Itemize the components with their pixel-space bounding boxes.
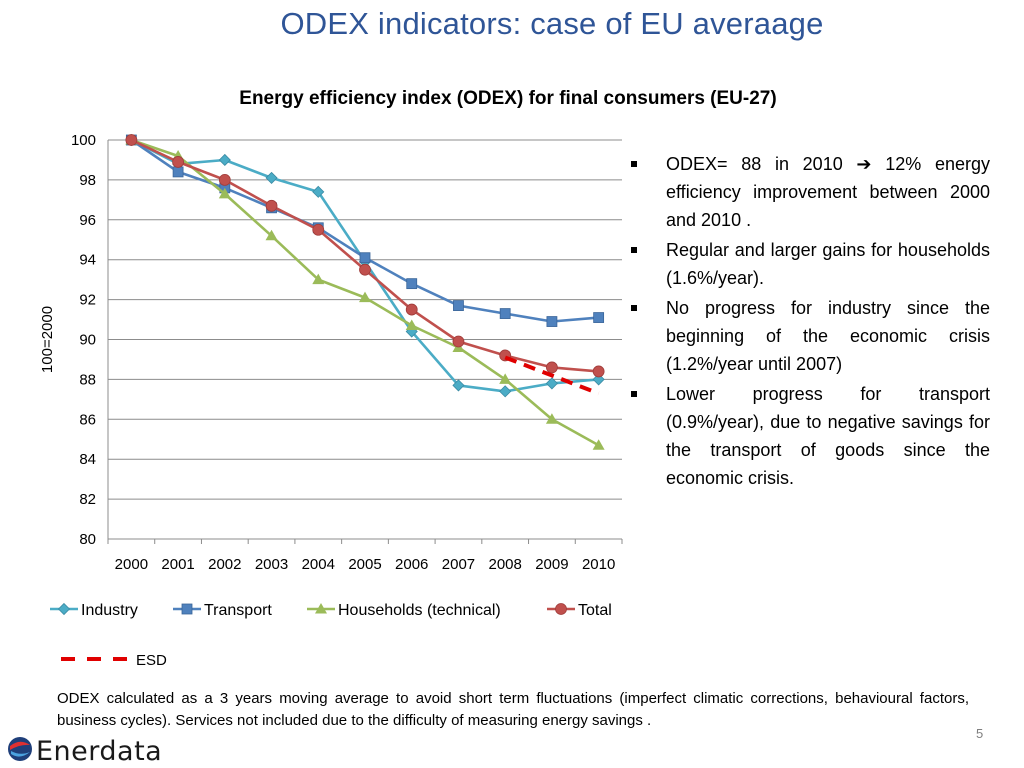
x-tick-label: 2007 [442,556,475,573]
x-tick-label: 2010 [582,556,615,573]
legend-label-esd: ESD [136,652,167,669]
y-tick-label: 92 [79,292,96,309]
y-tick-label: 86 [79,411,96,428]
data-point-total [405,303,418,316]
bullet-industry-text: No progress for industry since the begin… [666,298,990,374]
y-tick-label: 90 [79,332,96,349]
data-point-households-technical [218,187,231,199]
odex-line-chart: 100 98 96 94 92 90 88 86 84 82 80 2000 2001 2002 2003 2… [39,132,623,669]
chart-title: Energy efficiency index (ODEX) for final… [239,88,777,109]
data-point-households-technical [312,273,325,285]
data-point-industry [499,385,512,398]
data-point-households-technical [405,319,418,331]
y-tick-label: 82 [79,491,96,508]
legend-label-transport: Transport [204,602,272,619]
y-tick-label: 84 [79,451,96,468]
right-arrow-icon: ➔ [856,154,872,174]
bullet-square-icon [631,247,637,253]
x-tick-label: 2008 [488,556,521,573]
enerdata-logo-icon [8,737,32,761]
legend-marker-transport [181,603,193,615]
legend-label-total: Total [578,602,612,619]
data-point-industry [452,379,465,392]
bullet-households-text: Regular and larger gains for households … [666,240,990,288]
logo-text: Enerdata [36,736,163,767]
bullet-odex-text-b: 12% energy efficiency improvement betwee… [666,154,990,230]
bullet-square-icon [631,391,637,397]
data-point-total [546,361,558,374]
y-tick-label: 96 [79,212,96,229]
bullet-odex: ODEX= 88 in 2010 ➔ 12% energy efficiency… [628,150,990,234]
bullet-odex-text-a: ODEX= 88 in 2010 [666,154,857,174]
data-point-industry [592,373,605,386]
data-point-transport [172,166,184,178]
bullet-list: ODEX= 88 in 2010 ➔ 12% energy efficiency… [628,150,990,494]
y-tick-label: 88 [79,371,96,388]
data-point-total [592,365,605,378]
bullet-square-icon [631,305,637,311]
data-point-industry [218,153,231,167]
data-point-transport [359,252,371,264]
bullet-transport-text: Lower progress for transport (0.9%/year)… [666,384,990,488]
data-point-households-technical [545,413,558,424]
data-point-transport [406,278,418,290]
data-point-transport [593,312,605,323]
footnote: ODEX calculated as a 3 years moving aver… [57,690,969,729]
data-point-households-technical [592,439,605,450]
x-tick-label: 2002 [208,556,241,573]
x-tick-label: 2009 [535,556,568,573]
y-tick-label: 100 [71,132,96,149]
data-point-total [125,134,138,146]
y-tick-label: 80 [79,531,96,548]
bullet-industry: No progress for industry since the begin… [628,294,990,378]
x-tick-label: 2000 [115,556,148,573]
data-point-transport [453,300,464,311]
data-point-total [312,223,325,236]
data-point-households-technical [499,373,512,384]
data-point-total [172,156,184,168]
data-point-households-technical [359,291,371,303]
legend-label-industry: Industry [81,602,138,619]
data-point-total [218,173,231,186]
x-tick-label: 2003 [255,556,288,573]
data-point-total [359,263,371,276]
y-tick-label: 94 [79,252,96,269]
y-tick-label: 98 [79,172,96,189]
bullet-households: Regular and larger gains for households … [628,236,990,292]
legend-marker-total [555,603,567,615]
legend-marker-industry [57,602,71,616]
data-point-total [265,199,278,212]
data-point-transport [499,308,511,319]
legend-marker-households-technical [315,603,327,614]
data-point-industry [545,377,558,390]
data-point-households-technical [265,229,278,241]
data-point-industry [312,185,325,198]
slide-title: ODEX indicators: case of EU averaage [280,6,824,41]
legend-label-households-technical: Households (technical) [338,602,501,619]
y-axis-label: 100=2000 [39,306,56,373]
bullet-transport: Lower progress for transport (0.9%/year)… [628,380,990,492]
series-line-esd [504,355,600,396]
x-tick-label: 2004 [302,556,335,573]
x-tick-label: 2001 [161,556,194,573]
data-point-transport [546,316,558,327]
x-tick-label: 2006 [395,556,428,573]
data-point-total [452,335,465,348]
bullet-square-icon [631,161,637,167]
data-point-industry [265,171,278,184]
page-number: 5 [976,726,984,741]
x-tick-label: 2005 [348,556,381,573]
